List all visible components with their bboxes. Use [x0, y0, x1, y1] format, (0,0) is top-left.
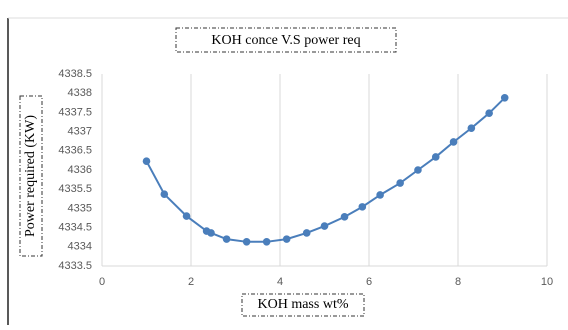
title-box: [175, 27, 397, 53]
point: [320, 222, 329, 230]
point: [467, 124, 476, 132]
point: [302, 229, 311, 237]
point: [207, 229, 215, 237]
point: [142, 157, 151, 165]
point: [262, 238, 271, 246]
x-tick-label: 8: [455, 276, 461, 288]
point: [358, 203, 367, 211]
y-tick-label: 4336.5: [58, 145, 92, 157]
y-tick-label: 4338.5: [58, 68, 92, 80]
x-axis-label: KOH mass wt%: [258, 297, 349, 312]
point: [431, 153, 440, 161]
y-tick-label: 4333.5: [58, 260, 92, 272]
x-tick-label: 10: [541, 276, 553, 288]
point: [182, 212, 191, 220]
chart-title: KOH conce V.S power req: [211, 33, 360, 48]
point: [449, 138, 458, 146]
y-tick-label: 4335.5: [58, 183, 92, 195]
point: [376, 191, 384, 199]
point: [222, 235, 231, 243]
point: [485, 109, 493, 117]
x-tick-label: 2: [188, 276, 194, 288]
y-tick-label: 4334.5: [58, 222, 92, 234]
y-tick-label: 4336: [68, 164, 92, 176]
y-tick-label: 4337: [68, 126, 92, 138]
point: [396, 179, 404, 187]
point: [414, 166, 422, 174]
point: [282, 235, 291, 243]
x-tick-label: 0: [99, 276, 105, 288]
y-label-box: [19, 95, 43, 257]
y-tick-label: 4337.5: [58, 106, 92, 118]
point: [340, 213, 349, 221]
point: [160, 190, 169, 198]
y-tick-label: 4335: [68, 202, 92, 214]
point: [242, 238, 251, 246]
y-axis-label: Power required (KW): [23, 115, 38, 237]
y-tick-label: 4338: [68, 87, 92, 99]
x-tick-label: 4: [277, 276, 283, 288]
x-label-box: [241, 293, 365, 317]
point: [500, 94, 509, 102]
x-tick-label: 6: [366, 276, 372, 288]
y-tick-label: 4334: [68, 241, 92, 253]
